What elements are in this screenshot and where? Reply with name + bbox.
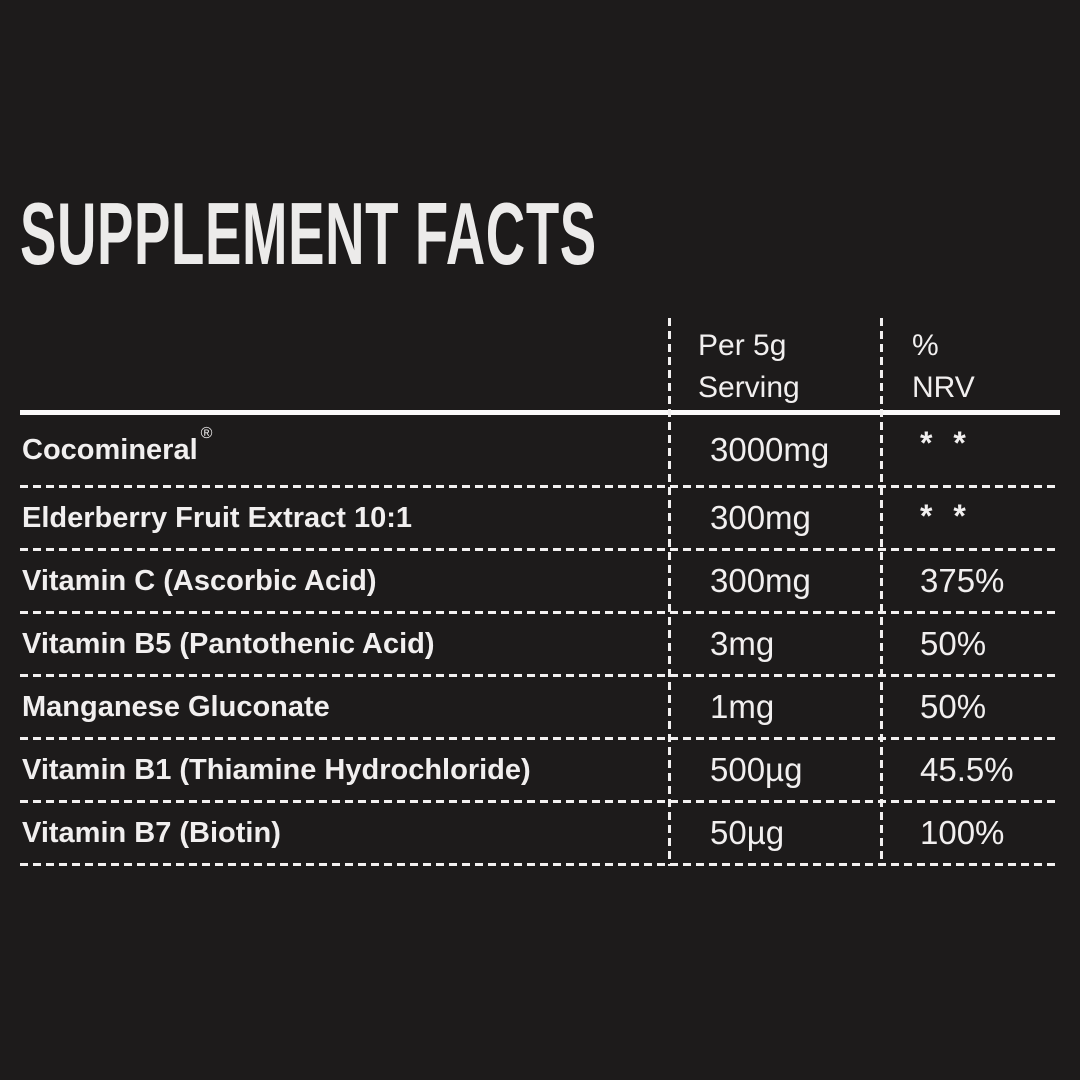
column-header-nrv: % NRV — [880, 318, 1060, 410]
ingredient-nrv: 100% — [920, 814, 1005, 851]
column-divider-amount — [668, 318, 671, 866]
table-row: Vitamin B5 (Pantothenic Acid) 3mg 50% — [20, 614, 1060, 674]
header-line-1: Per 5g — [698, 329, 787, 362]
ingredient-name-text: Vitamin B5 (Pantothenic Acid) — [22, 627, 435, 660]
row-divider — [20, 674, 1060, 677]
row-divider — [20, 863, 1060, 866]
ingredient-name-text: Vitamin B1 (Thiamine Hydrochloride) — [22, 753, 531, 786]
ingredient-nrv: * * — [920, 498, 972, 534]
table-row: Vitamin C (Ascorbic Acid) 300mg 375% — [20, 551, 1060, 611]
table-row: Vitamin B1 (Thiamine Hydrochloride) 500µ… — [20, 740, 1060, 800]
ingredient-name-text: Vitamin B7 (Biotin) — [22, 816, 281, 849]
ingredient-name-text: Manganese Gluconate — [22, 690, 330, 723]
table-row: Vitamin B7 (Biotin) 50µg 100% — [20, 803, 1060, 863]
ingredient-amount: 500µg — [710, 751, 803, 788]
ingredient-nrv: 375% — [920, 562, 1005, 599]
supplement-table: Per 5g Serving % NRV Cocomineral ® 3000mg… — [20, 318, 1060, 866]
ingredient-name-text: Elderberry Fruit Extract 10:1 — [22, 501, 413, 534]
ingredient-amount: 3000mg — [710, 431, 830, 468]
row-divider — [20, 800, 1060, 803]
ingredient-name-text: Cocomineral — [22, 433, 198, 466]
row-divider — [20, 737, 1060, 740]
ingredient-amount: 300mg — [710, 499, 811, 536]
ingredient-name: Vitamin B5 (Pantothenic Acid) — [20, 614, 668, 674]
table-header-row: Per 5g Serving % NRV — [20, 318, 1060, 410]
ingredient-nrv: 50% — [920, 688, 987, 725]
header-divider — [20, 410, 1060, 415]
ingredient-amount: 50µg — [710, 814, 785, 851]
header-line-2: Serving — [698, 371, 800, 404]
page-title: SUPPLEMENT FACTS — [20, 184, 597, 283]
header-line-1: % — [912, 329, 939, 362]
ingredient-amount: 300mg — [710, 562, 811, 599]
column-header-per-serving: Per 5g Serving — [668, 318, 880, 410]
row-divider — [20, 485, 1060, 488]
ingredient-name: Vitamin C (Ascorbic Acid) — [20, 551, 668, 611]
ingredient-amount: 3mg — [710, 625, 775, 662]
row-divider — [20, 611, 1060, 614]
ingredient-name: Manganese Gluconate — [20, 677, 668, 737]
table-row: Elderberry Fruit Extract 10:1 300mg * * — [20, 488, 1060, 548]
table-row: Cocomineral ® 3000mg * * — [20, 415, 1060, 485]
ingredient-nrv: 50% — [920, 625, 987, 662]
ingredient-name: Elderberry Fruit Extract 10:1 — [20, 488, 668, 548]
ingredient-name-text: Vitamin C (Ascorbic Acid) — [22, 564, 377, 597]
column-header-ingredient — [20, 318, 668, 410]
registered-trademark: ® — [200, 425, 213, 442]
row-divider — [20, 548, 1060, 551]
ingredient-name: Vitamin B7 (Biotin) — [20, 803, 668, 863]
ingredient-amount: 1mg — [710, 688, 775, 725]
ingredient-name: Vitamin B1 (Thiamine Hydrochloride) — [20, 740, 668, 800]
ingredient-nrv: 45.5% — [920, 751, 1014, 788]
table-row: Manganese Gluconate 1mg 50% — [20, 677, 1060, 737]
ingredient-nrv: * * — [920, 425, 972, 461]
ingredient-name: Cocomineral ® — [20, 415, 668, 485]
column-divider-nrv — [880, 318, 883, 866]
header-line-2: NRV — [912, 371, 975, 404]
